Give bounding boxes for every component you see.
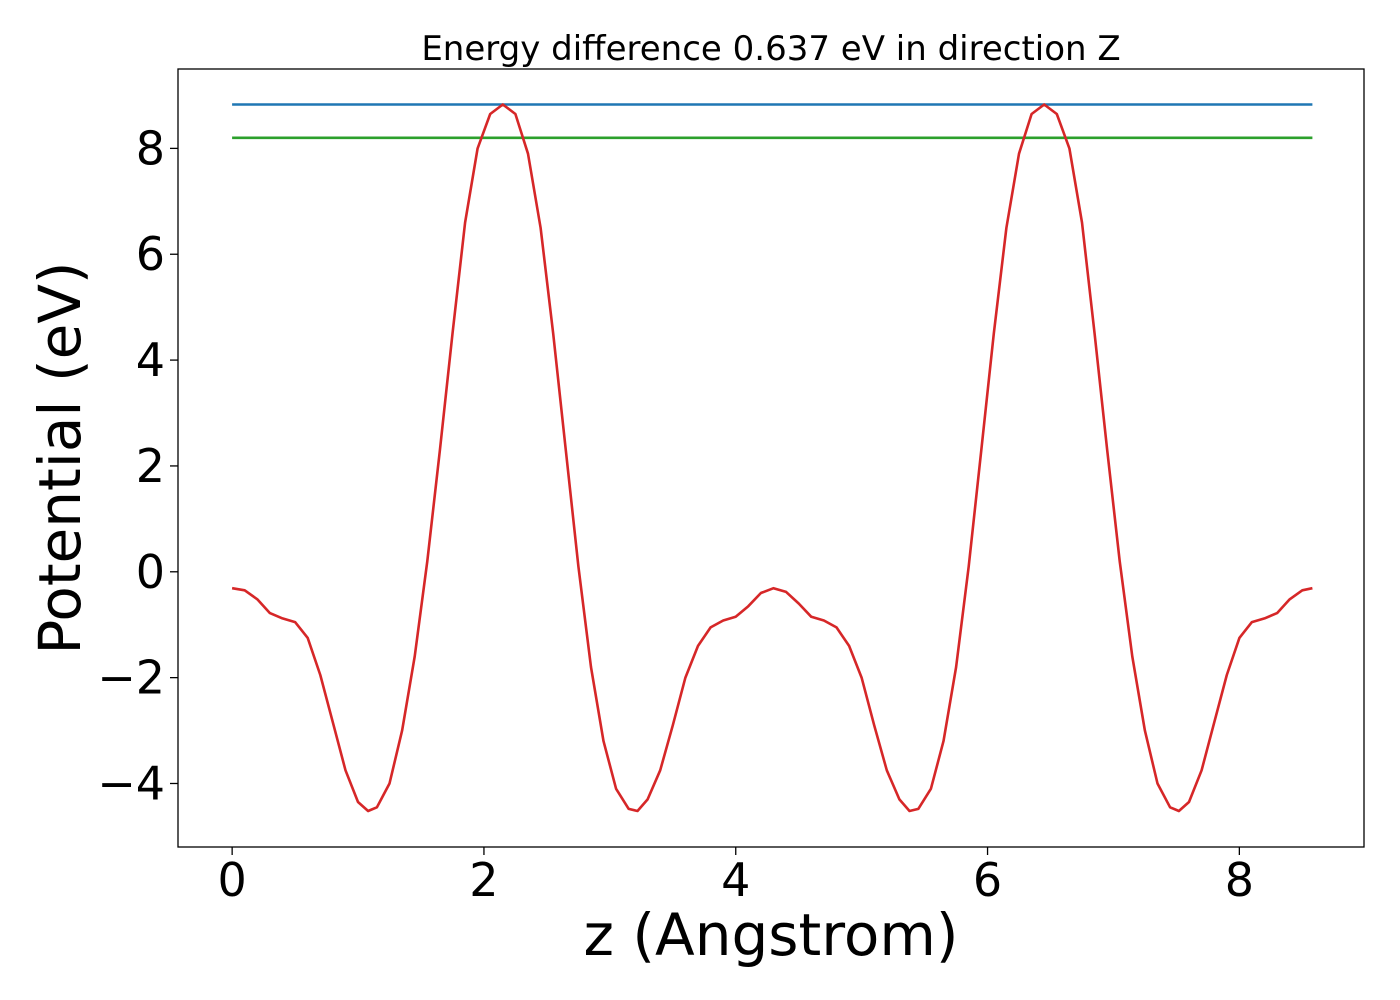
plot-layer <box>231 103 1313 813</box>
x-tick-label: 2 <box>469 853 498 907</box>
x-tick-label: 4 <box>721 853 750 907</box>
x-tick-label: 6 <box>973 853 1002 907</box>
y-tick-label: 2 <box>136 439 165 493</box>
x-axis-label: z (Angstrom) <box>584 901 959 969</box>
x-tick-label: 0 <box>217 853 246 907</box>
plot-frame <box>177 68 1365 848</box>
y-tick-label: 4 <box>136 333 165 387</box>
x-axis-ticks: 0 2 4 6 8 <box>217 847 1254 907</box>
y-tick-label: −2 <box>97 651 165 705</box>
y-axis-ticks: −4 −2 0 2 4 6 8 <box>97 121 178 810</box>
y-tick-label: 6 <box>136 227 165 281</box>
series-line-0 <box>231 103 1313 813</box>
chart-title: Energy difference 0.637 eV in direction … <box>421 29 1120 69</box>
y-axis-label: Potential (eV) <box>26 261 94 654</box>
y-tick-label: 8 <box>136 121 165 175</box>
x-tick-label: 8 <box>1225 853 1254 907</box>
y-tick-label: −4 <box>97 756 165 810</box>
y-tick-label: 0 <box>136 545 165 599</box>
